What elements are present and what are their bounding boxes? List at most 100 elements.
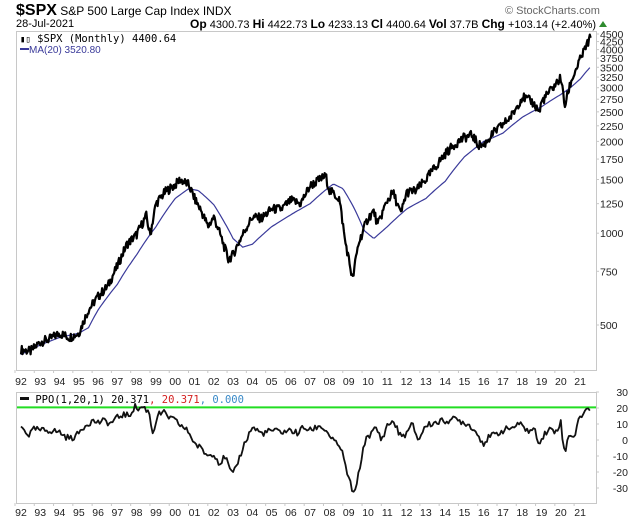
x-tick-label: 13 xyxy=(420,376,432,388)
volume-label: Vol xyxy=(428,17,447,31)
x-tick-label: 00 xyxy=(169,507,181,519)
candle-icon: ▮▯ xyxy=(20,35,31,45)
exchange: INDX xyxy=(202,4,232,18)
y-tick-label: 3750 xyxy=(600,53,624,65)
x-tick-label: 06 xyxy=(285,507,297,519)
index-name: S&P 500 Large Cap Index xyxy=(60,4,200,18)
x-tick-label: 16 xyxy=(478,507,490,519)
x-tick-label: 04 xyxy=(247,507,259,519)
price-panel xyxy=(16,31,597,371)
x-tick-label: 93 xyxy=(34,376,46,388)
y-tick-label: 30 xyxy=(616,387,628,399)
y-tick-label: 500 xyxy=(600,320,618,332)
x-tick-label: 98 xyxy=(131,507,143,519)
up-arrow-icon xyxy=(599,21,608,27)
x-tick-label: 08 xyxy=(324,376,336,388)
ppo-line xyxy=(20,403,591,493)
x-tick-label: 94 xyxy=(54,376,66,388)
open-value: 4300.73 xyxy=(209,19,250,31)
x-tick-label: 12 xyxy=(401,507,413,519)
x-tick-label: 14 xyxy=(439,507,451,519)
x-tick-label: 18 xyxy=(516,507,528,519)
x-tick-label: 12 xyxy=(401,376,413,388)
x-tick-label: 08 xyxy=(324,507,336,519)
price-legend-item: ▮▯ $SPX (Monthly) 4400.64 xyxy=(20,33,176,47)
line-swatch-icon xyxy=(20,397,29,400)
x-tick-label: 09 xyxy=(343,376,355,388)
ppo-panel xyxy=(16,392,597,504)
ma-legend-item: MA(20) 3520.80 xyxy=(20,45,101,56)
x-tick-label: 95 xyxy=(73,507,85,519)
x-tick-label: 05 xyxy=(266,507,278,519)
y-tick-label: 0 xyxy=(622,435,628,447)
copyright: © StockCharts.com xyxy=(505,5,600,17)
x-tick-label: 99 xyxy=(150,507,162,519)
y-tick-label: -10 xyxy=(613,451,628,463)
x-tick-label: 03 xyxy=(227,507,239,519)
x-tick-label: 06 xyxy=(285,376,297,388)
close-value: 4400.64 xyxy=(386,19,426,31)
x-tick-label: 11 xyxy=(382,507,393,519)
x-tick-label: 92 xyxy=(15,376,27,388)
price-legend-label: $SPX (Monthly) 4400.64 xyxy=(37,33,177,45)
y-tick-label: 1750 xyxy=(600,154,624,166)
y-tick-label: 3500 xyxy=(600,62,624,74)
chart-title: $SPX S&P 500 Large Cap Index INDX xyxy=(16,2,232,20)
x-tick-label: 97 xyxy=(112,376,124,388)
x-tick-label: 98 xyxy=(131,376,143,388)
x-tick-label: 15 xyxy=(459,507,471,519)
x-tick-label: 14 xyxy=(439,376,451,388)
ma-legend-label: MA(20) 3520.80 xyxy=(29,45,101,56)
change-value: +103.14 (+2.40%) xyxy=(507,19,597,31)
x-tick-label: 01 xyxy=(189,507,201,519)
x-tick-label: 93 xyxy=(34,507,46,519)
volume-value: 37.7B xyxy=(449,19,479,31)
x-tick-label: 20 xyxy=(555,507,567,519)
change-label: Chg xyxy=(481,17,505,31)
y-tick-label: 2000 xyxy=(600,136,624,148)
symbol: $SPX xyxy=(16,2,57,19)
x-tick-label: 02 xyxy=(208,507,220,519)
price-line xyxy=(19,33,592,356)
x-tick-label: 17 xyxy=(497,507,509,519)
low-label: Lo xyxy=(310,17,326,31)
x-tick-label: 05 xyxy=(266,376,278,388)
y-tick-label: 20 xyxy=(616,403,628,415)
y-tick-label: 4250 xyxy=(600,37,624,49)
y-tick-label: -30 xyxy=(613,483,628,495)
x-tick-label: 10 xyxy=(362,507,374,519)
x-tick-label: 03 xyxy=(227,376,239,388)
ohlc-summary: Op 4300.73 Hi 4422.73 Lo 4233.13 Cl 4400… xyxy=(190,17,608,31)
x-tick-label: 07 xyxy=(304,507,316,519)
x-tick-label: 18 xyxy=(516,376,528,388)
x-tick-label: 92 xyxy=(15,507,27,519)
line-swatch-icon xyxy=(20,48,29,50)
y-tick-label: 2500 xyxy=(600,107,624,119)
ppo-y-axis: 30 20 10 0 -10 -20 -30 xyxy=(596,387,628,495)
x-tick-label: 01 xyxy=(189,376,201,388)
ppo-legend-label: PPO(1,20,1) 20.371 xyxy=(35,394,150,406)
y-tick-label: 1250 xyxy=(600,199,624,211)
y-tick-label: 3250 xyxy=(600,72,624,84)
y-tick-label: 2250 xyxy=(600,121,624,133)
ma-line xyxy=(20,67,591,356)
ppo-x-axis: 92 93 94 95 96 97 98 99 00 01 02 03 04 05 06 07 08 09 10 11… xyxy=(14,503,586,519)
price-x-axis: 92 93 94 95 96 97 98 99 00 01 02 03 04 05 06 07 08 09 10 11… xyxy=(14,370,586,388)
x-tick-label: 00 xyxy=(169,376,181,388)
low-value: 4233.13 xyxy=(328,19,368,31)
x-tick-label: 95 xyxy=(73,376,85,388)
x-tick-label: 11 xyxy=(382,376,393,388)
y-tick-label: 750 xyxy=(600,266,618,278)
x-tick-label: 19 xyxy=(536,507,548,519)
close-label: Cl xyxy=(371,17,384,31)
y-tick-label: 4000 xyxy=(600,45,624,57)
y-tick-label: 3000 xyxy=(600,83,624,95)
y-tick-label: 2750 xyxy=(600,94,624,106)
high-value: 4422.73 xyxy=(267,19,308,31)
x-tick-label: 07 xyxy=(304,376,316,388)
x-tick-label: 02 xyxy=(208,376,220,388)
open-label: Op xyxy=(190,17,207,31)
x-tick-label: 19 xyxy=(536,376,548,388)
